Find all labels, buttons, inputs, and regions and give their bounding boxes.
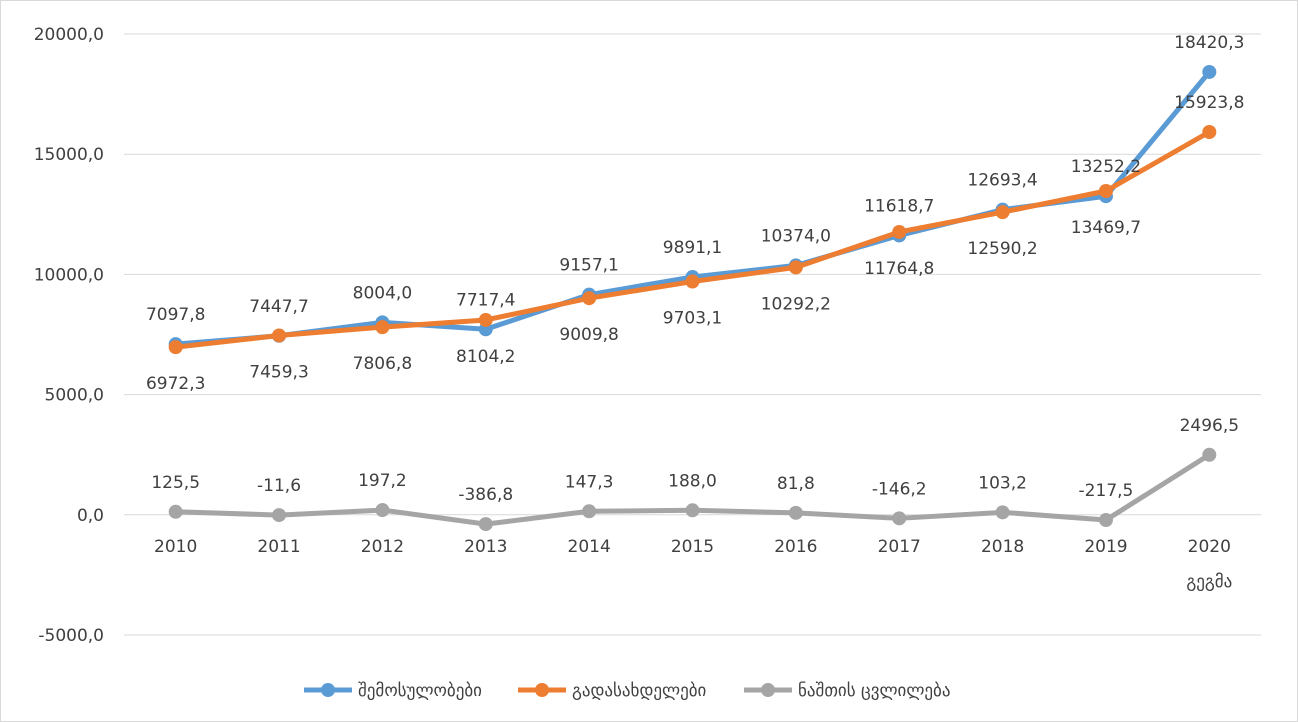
data-point xyxy=(892,224,907,239)
data-point xyxy=(685,503,700,518)
data-label: 8004,0 xyxy=(353,283,412,303)
data-label: 147,3 xyxy=(565,472,614,492)
y-tick-label: 20000,0 xyxy=(34,25,104,45)
data-point xyxy=(685,274,700,289)
data-label: 125,5 xyxy=(151,473,200,493)
series-line xyxy=(173,69,1212,347)
data-label: 12590,2 xyxy=(967,239,1037,259)
x-tick-sublabel: გეგმა xyxy=(1186,572,1232,592)
data-label: 8104,2 xyxy=(456,347,515,367)
data-label: 12693,4 xyxy=(967,171,1037,191)
y-tick-label: 10000,0 xyxy=(34,265,104,285)
data-point xyxy=(375,503,390,518)
data-label: -146,2 xyxy=(872,479,927,499)
y-tick-label: 5000,0 xyxy=(45,386,104,406)
data-point xyxy=(788,260,803,275)
data-label: -11,6 xyxy=(257,476,301,496)
y-axis-ticks: -5000,0 0,0 5000,0 10000,0 15000,0 20000,0 xyxy=(34,25,104,646)
x-tick-label: 2019 xyxy=(1084,537,1127,557)
data-label: -386,8 xyxy=(458,485,513,505)
data-label: 15923,8 xyxy=(1174,93,1244,113)
data-label: 9157,1 xyxy=(559,256,618,276)
data-point xyxy=(168,340,183,355)
legend-swatch-marker xyxy=(535,683,549,697)
data-label: -217,5 xyxy=(1079,481,1134,501)
data-point xyxy=(995,205,1010,220)
x-tick-label: 2013 xyxy=(464,537,507,557)
data-label: 2496,5 xyxy=(1180,416,1239,436)
data-point xyxy=(478,517,493,532)
data-point xyxy=(272,328,287,343)
data-label: 103,2 xyxy=(978,473,1027,493)
legend-label: ნაშთის ცვლილება xyxy=(798,681,951,701)
data-label: 11764,8 xyxy=(864,259,934,279)
legend-swatch-marker xyxy=(761,683,775,697)
data-label: 13252,2 xyxy=(1071,157,1141,177)
x-tick-label: 2014 xyxy=(568,537,611,557)
data-label: 11618,7 xyxy=(864,196,934,216)
data-point xyxy=(1202,124,1217,139)
data-point xyxy=(788,505,803,520)
data-label: 9891,1 xyxy=(663,238,722,258)
data-label: 188,0 xyxy=(668,471,717,491)
data-point xyxy=(478,312,493,327)
x-tick-label: 2015 xyxy=(671,537,714,557)
data-label: 7806,8 xyxy=(353,354,412,374)
y-tick-label: 0,0 xyxy=(77,506,104,526)
data-label: 7459,3 xyxy=(249,362,308,382)
data-point xyxy=(582,291,597,306)
x-tick-label: 2016 xyxy=(774,537,817,557)
series-layer xyxy=(168,64,1217,532)
data-labels: 7097,8 7447,7 8004,0 7717,4 9157,1 9891,1 1037… xyxy=(146,33,1245,505)
data-point xyxy=(272,508,287,523)
legend-swatch-marker xyxy=(321,683,335,697)
legend-label: შემოსულობები xyxy=(358,681,482,701)
x-tick-label: 2018 xyxy=(981,537,1024,557)
data-point xyxy=(1202,447,1217,462)
data-label: 7447,7 xyxy=(249,297,308,317)
legend-item: შემოსულობები xyxy=(304,681,482,701)
x-tick-label: 2010 xyxy=(154,537,197,557)
data-point xyxy=(995,505,1010,520)
data-label: 10292,2 xyxy=(761,294,831,314)
data-label: 6972,3 xyxy=(146,374,205,394)
y-tick-label: -5000,0 xyxy=(38,626,104,646)
x-axis-ticks: 2010 2011 2012 2013 2014 2015 2016 2017 2018 2019… xyxy=(154,537,1232,592)
x-tick-label: 2017 xyxy=(878,537,921,557)
legend-item: ნაშთის ცვლილება xyxy=(744,681,951,701)
x-tick-label: 2020 xyxy=(1188,537,1231,557)
legend-item: გადასახდელები xyxy=(518,681,706,701)
data-point xyxy=(375,320,390,335)
data-label: 18420,3 xyxy=(1174,33,1244,53)
x-tick-label: 2012 xyxy=(361,537,404,557)
data-point xyxy=(582,504,597,519)
data-label: 7097,8 xyxy=(146,305,205,325)
legend: შემოსულობები გადასახდელები ნაშთის ცვლილება xyxy=(304,681,951,701)
data-point xyxy=(1098,183,1113,198)
data-point xyxy=(1202,64,1217,79)
data-point xyxy=(892,511,907,526)
data-label: 7717,4 xyxy=(456,290,515,310)
data-label: 81,8 xyxy=(777,474,815,494)
data-point xyxy=(1098,513,1113,528)
data-label: 13469,7 xyxy=(1071,218,1141,238)
data-label: 9009,8 xyxy=(559,325,618,345)
x-tick-label: 2011 xyxy=(257,537,300,557)
data-label: 9703,1 xyxy=(663,309,722,329)
legend-label: გადასახდელები xyxy=(572,681,706,701)
data-label: 10374,0 xyxy=(761,226,831,246)
y-tick-label: 15000,0 xyxy=(34,145,104,165)
data-point xyxy=(168,504,183,519)
data-label: 197,2 xyxy=(358,471,407,491)
